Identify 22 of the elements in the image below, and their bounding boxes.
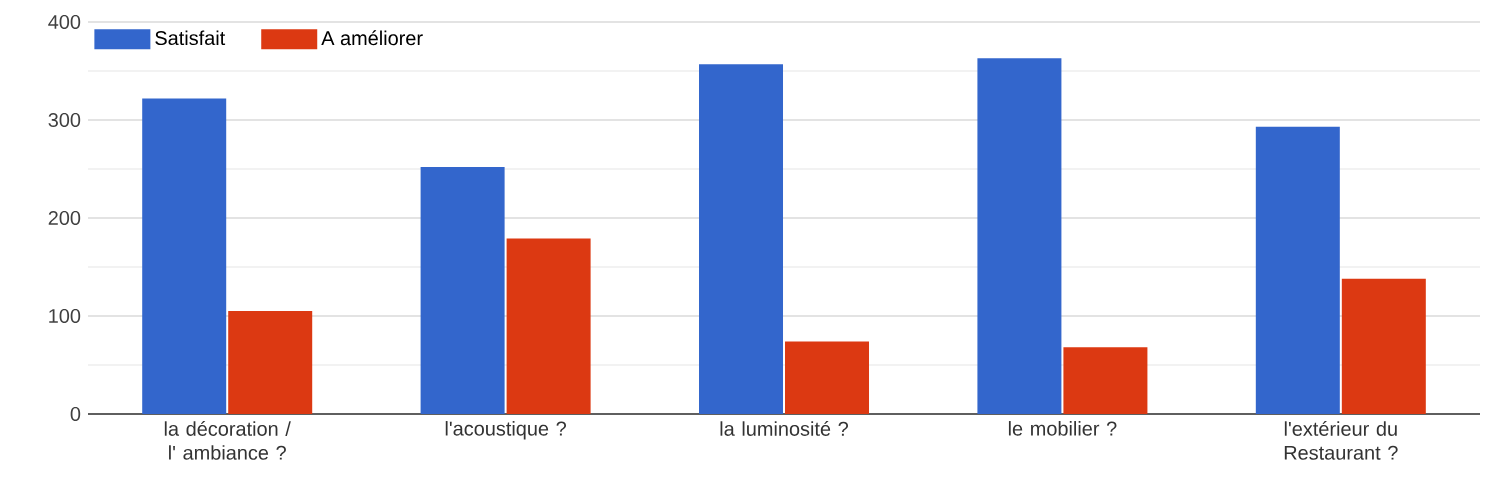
y-tick-label: 200 xyxy=(48,210,81,226)
bar xyxy=(142,98,227,414)
x-tick-label: la luminosité ? xyxy=(720,421,849,436)
bar xyxy=(977,58,1062,414)
bar xyxy=(228,311,313,414)
bar xyxy=(420,167,505,414)
bar xyxy=(1063,347,1148,414)
x-tick-label: la décoration / l' ambiance ? xyxy=(164,421,291,460)
x-tick-label: l'acoustique ? xyxy=(445,421,567,440)
bar xyxy=(1255,126,1340,414)
y-tick-label: 100 xyxy=(49,308,81,324)
bar xyxy=(506,238,591,414)
legend-label: Satisfait xyxy=(155,30,226,46)
x-tick-label: l'extérieur du Restaurant ? xyxy=(1284,421,1398,460)
y-tick-label: 400 xyxy=(48,14,81,30)
bar xyxy=(1341,278,1426,414)
y-tick-label: 300 xyxy=(48,112,81,128)
y-tick-label: 0 xyxy=(70,406,81,422)
bar xyxy=(785,341,870,414)
x-tick-label: le mobilier ? xyxy=(1008,421,1117,436)
bar xyxy=(699,64,784,414)
legend-label: A améliorer xyxy=(321,30,423,46)
